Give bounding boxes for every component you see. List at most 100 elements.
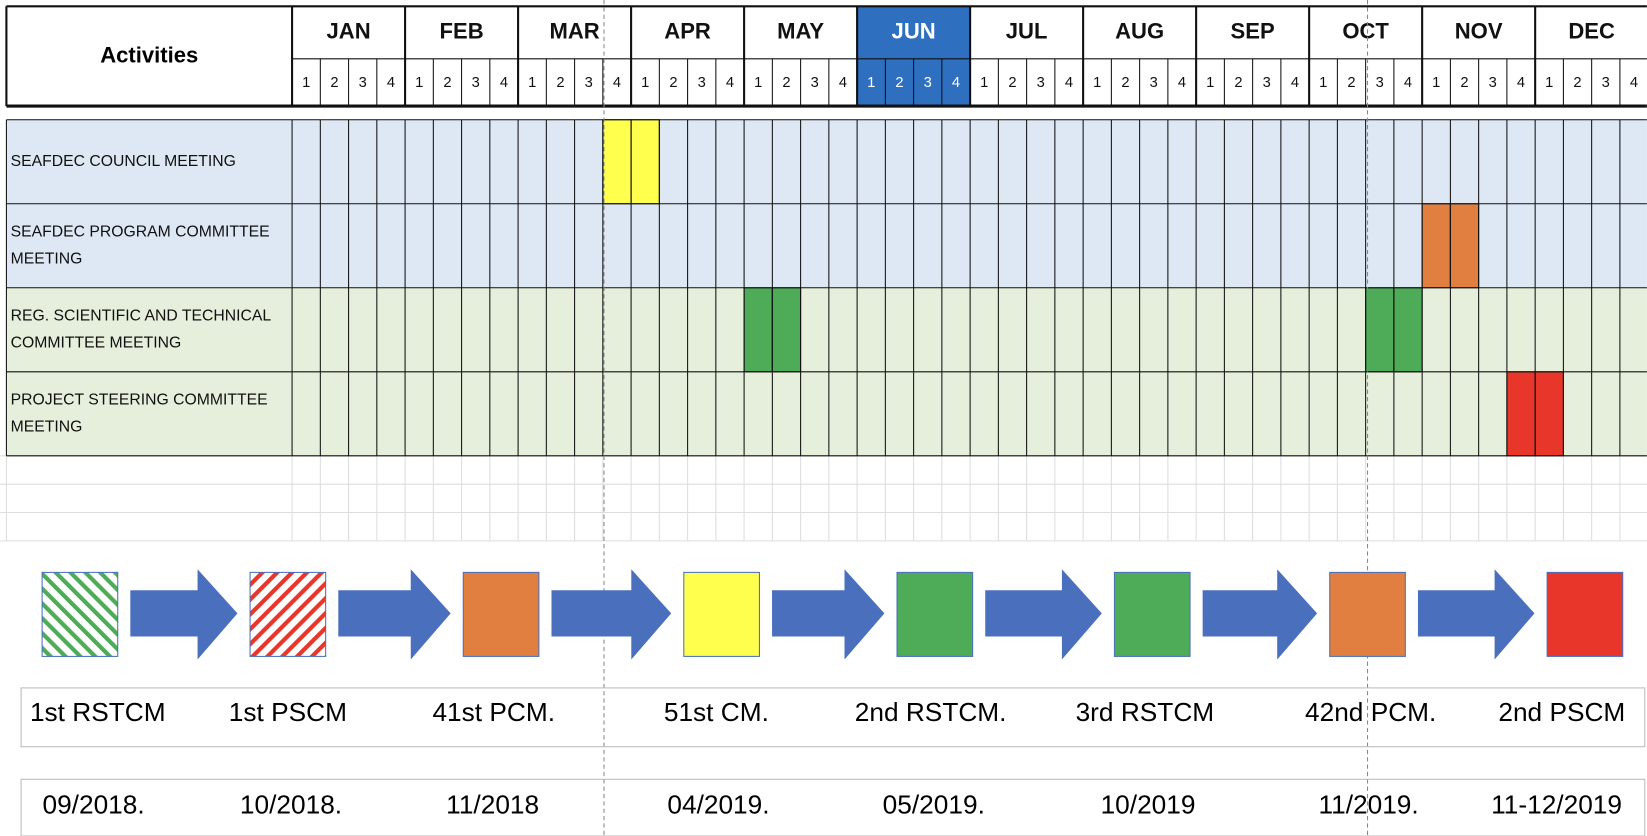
week-label: 3 [924, 75, 932, 91]
week-label: 4 [726, 75, 734, 91]
week-label: 4 [1065, 75, 1073, 91]
week-label: 4 [839, 75, 847, 91]
milestone-label: 42nd PCM. [1305, 697, 1436, 727]
activity-cell [1365, 287, 1395, 373]
week-label: 4 [387, 75, 395, 91]
week-label: 2 [443, 75, 451, 91]
milestone-date: 09/2018. [42, 790, 144, 820]
row-background [6, 119, 1647, 204]
week-label: 3 [1376, 75, 1384, 91]
week-label: 2 [330, 75, 338, 91]
milestone-date: 10/2018. [240, 790, 342, 820]
week-label: 1 [1432, 75, 1440, 91]
milestone-label: 1st PSCM [229, 697, 347, 727]
activity-name: REG. SCIENTIFIC AND TECHNICAL COMMITTEE … [10, 306, 271, 352]
week-label: 2 [1234, 75, 1242, 91]
week-label: 4 [1178, 75, 1186, 91]
activity-name: SEAFDEC COUNCIL MEETING [10, 152, 236, 171]
milestone-square [41, 571, 119, 657]
month-label: DEC [1568, 18, 1615, 43]
week-label: 4 [1630, 75, 1638, 91]
week-label: 4 [1404, 75, 1412, 91]
month-label: NOV [1455, 18, 1503, 43]
milestone-label: 3rd RSTCM [1076, 697, 1215, 727]
activity-cell [743, 287, 773, 373]
week-label: 3 [1489, 75, 1497, 91]
month-label: JUL [1006, 18, 1048, 43]
arrow [772, 569, 885, 660]
week-label: 2 [1460, 75, 1468, 91]
milestone-label: 2nd RSTCM. [855, 697, 1007, 727]
month-label: OCT [1342, 18, 1389, 43]
activity-name: SEAFDEC PROGRAM COMMITTEE MEETING [10, 222, 270, 268]
arrow [1417, 569, 1535, 660]
date-box [20, 778, 1646, 836]
milestone-date: 10/2019 [1101, 790, 1196, 820]
week-label: 2 [1347, 75, 1355, 91]
milestone-square [1329, 571, 1406, 657]
week-label: 3 [1150, 75, 1158, 91]
week-label: 1 [641, 75, 649, 91]
header-label: Activities [100, 43, 198, 68]
row-background [6, 203, 1647, 288]
activity-cell [1534, 371, 1564, 457]
month-label: APR [664, 18, 711, 43]
week-label: 2 [1008, 75, 1016, 91]
week-label: 4 [1517, 75, 1525, 91]
milestone-date: 11/2019. [1318, 790, 1418, 820]
week-label: 4 [952, 75, 960, 91]
milestone-square [1546, 571, 1624, 657]
activity-cell [1421, 203, 1451, 289]
milestone-date: 04/2019. [667, 790, 769, 820]
month-label: MAY [777, 18, 824, 43]
activity-cell [1506, 371, 1536, 457]
row-background [6, 371, 1647, 456]
month-label: SEP [1231, 18, 1275, 43]
month-label: AUG [1115, 18, 1164, 43]
milestone-square [683, 571, 760, 657]
activity-cell [1393, 287, 1423, 373]
month-label: JAN [327, 18, 371, 43]
week-label: 1 [415, 75, 423, 91]
milestone-label: 1st RSTCM [30, 697, 166, 727]
milestone-square [462, 571, 540, 657]
milestone-date: 11-12/2019 [1491, 790, 1622, 820]
week-label: 4 [1291, 75, 1299, 91]
milestone-square [1113, 571, 1191, 657]
week-label: 2 [1121, 75, 1129, 91]
activity-name-box: PROJECT STEERING COMMITTEE MEETING [10, 390, 268, 436]
milestone-square [896, 571, 974, 657]
label-box [20, 687, 1646, 748]
week-label: 1 [980, 75, 988, 91]
month-label: JUN [892, 18, 936, 43]
week-label: 4 [500, 75, 508, 91]
week-label: 1 [1093, 75, 1101, 91]
week-label: 3 [472, 75, 480, 91]
week-label: 1 [1545, 75, 1553, 91]
activity-cell [771, 287, 802, 373]
activity-name-box: SEAFDEC COUNCIL MEETING [10, 152, 236, 171]
week-label: 3 [811, 75, 819, 91]
arrow [130, 569, 238, 660]
month-label: MAR [549, 18, 599, 43]
activity-name-box: SEAFDEC PROGRAM COMMITTEE MEETING [10, 222, 270, 268]
week-label: 3 [1263, 75, 1271, 91]
week-label: 1 [1206, 75, 1214, 91]
milestone-square [249, 571, 327, 657]
arrow [985, 569, 1102, 660]
activity-name-box: REG. SCIENTIFIC AND TECHNICAL COMMITTEE … [10, 306, 271, 352]
arrow [1202, 569, 1318, 660]
activity-name: PROJECT STEERING COMMITTEE MEETING [10, 390, 268, 436]
month-label: FEB [440, 18, 484, 43]
milestone-label: 51st CM. [664, 697, 769, 727]
week-label: 2 [669, 75, 677, 91]
week-label: 2 [1573, 75, 1581, 91]
arrow [551, 569, 672, 660]
arrow [338, 569, 451, 660]
week-label: 3 [698, 75, 706, 91]
milestone-date: 11/2018 [446, 790, 539, 820]
week-label: 2 [782, 75, 790, 91]
week-label: 1 [754, 75, 762, 91]
milestone-date: 05/2019. [883, 790, 985, 820]
